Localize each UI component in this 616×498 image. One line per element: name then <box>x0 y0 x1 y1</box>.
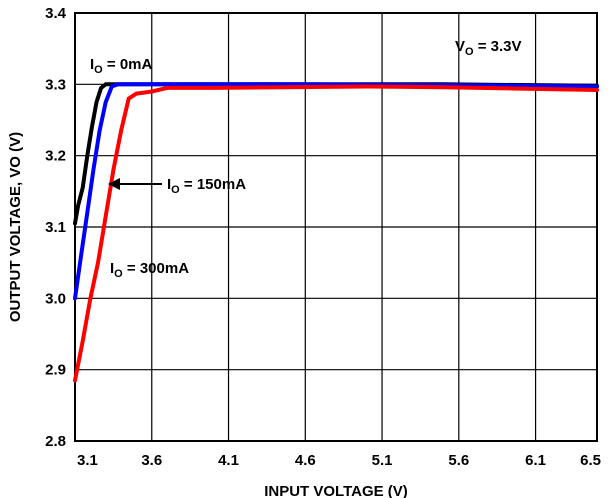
annotation-io-0ma-sub: O <box>94 64 103 76</box>
series-line-1 <box>73 82 599 301</box>
y-tick-label: 3.1 <box>45 219 66 236</box>
y-tick-label: 3.4 <box>45 5 67 22</box>
grid <box>74 12 598 442</box>
svg-text:IO = 0mA: IO = 0mA <box>90 56 153 76</box>
y-tick-label: 3.0 <box>45 290 66 307</box>
x-tick-label: 6.5 <box>580 452 601 469</box>
annotation-vo-main: V <box>455 38 465 55</box>
x-axis-label: INPUT VOLTAGE (V) <box>264 483 408 498</box>
svg-text:IO = 300mA: IO = 300mA <box>110 260 189 280</box>
series-line-0 <box>73 82 599 226</box>
plot-frame <box>74 12 598 442</box>
y-tick-label: 3.3 <box>45 76 66 93</box>
annotation-io-0ma-main: I <box>90 56 94 73</box>
annotation-vo-sub: O <box>465 46 474 58</box>
x-tick-label: 5.6 <box>448 452 469 469</box>
x-tick-label: 5.1 <box>372 452 393 469</box>
x-tick-label: 3.1 <box>77 452 98 469</box>
x-tick-labels: 3.1 3.6 4.1 4.6 5.1 5.6 6.1 6.5 <box>77 452 601 469</box>
series-line-2 <box>73 84 599 383</box>
annotation-io-300ma-rest: = 300mA <box>123 260 189 277</box>
annotation-io-300ma-sub: O <box>114 268 123 280</box>
y-tick-label: 2.8 <box>45 433 66 450</box>
svg-text:IO = 150mA: IO = 150mA <box>167 176 246 196</box>
svg-text:VO = 3.3V: VO = 3.3V <box>455 38 522 58</box>
annotation-io-150ma-sub: O <box>171 184 180 196</box>
x-tick-label: 4.1 <box>218 452 239 469</box>
annotation-vo-rest: = 3.3V <box>474 38 522 55</box>
annotation-io-0ma: IO = 0mA <box>90 56 153 76</box>
x-tick-label: 6.1 <box>525 452 546 469</box>
annotation-io-150ma-main: I <box>167 176 171 193</box>
annotation-io-150ma: IO = 150mA <box>108 176 246 196</box>
annotation-io-0ma-rest: = 0mA <box>103 56 153 73</box>
x-tick-label: 4.6 <box>295 452 316 469</box>
y-tick-label: 3.2 <box>45 148 66 165</box>
y-tick-labels: 2.8 2.9 3.0 3.1 3.2 3.3 3.4 <box>45 5 67 450</box>
annotation-io-300ma-main: I <box>110 260 114 277</box>
annotation-io-150ma-rest: = 150mA <box>180 176 246 193</box>
annotation-vo: VO = 3.3V <box>455 38 522 58</box>
annotation-io-300ma: IO = 300mA <box>110 260 189 280</box>
arrow-head-icon <box>108 178 120 190</box>
y-axis-label: OUTPUT VOLTAGE, VO (V) <box>7 132 24 322</box>
y-tick-label: 2.9 <box>45 362 66 379</box>
series-lines <box>73 82 599 383</box>
x-tick-label: 3.6 <box>141 452 162 469</box>
